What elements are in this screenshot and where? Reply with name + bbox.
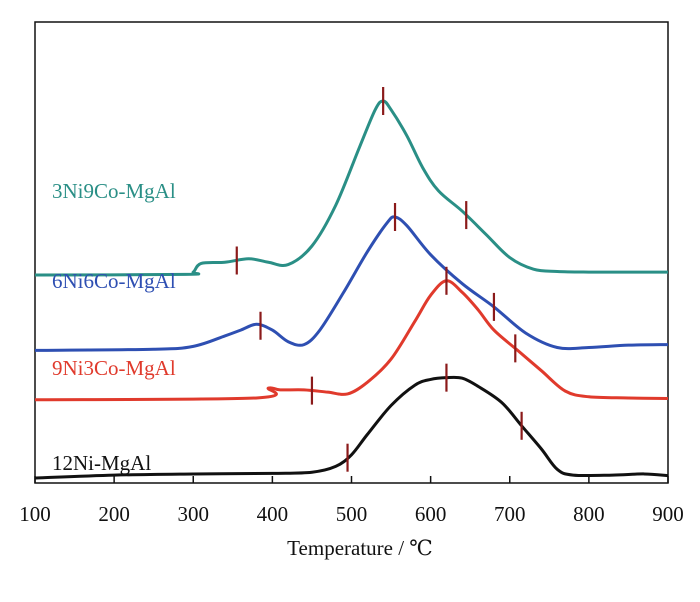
x-tick-label-2: 300 <box>178 502 210 526</box>
series-line-3 <box>34 375 669 480</box>
series-label-0: 3Ni9Co-MgAl <box>52 179 176 203</box>
x-tick-label-0: 100 <box>19 502 51 526</box>
series-label-3: 12Ni-MgAl <box>52 451 151 475</box>
series-label-2: 9Ni3Co-MgAl <box>52 356 176 380</box>
series-label-1: 6Ni6Co-MgAl <box>52 269 176 293</box>
series-line-2 <box>34 279 669 402</box>
x-tick-label-6: 700 <box>494 502 526 526</box>
series-line-0 <box>34 99 668 277</box>
x-tick-label-1: 200 <box>98 502 130 526</box>
marker-layer <box>235 87 523 472</box>
series-layer <box>34 99 669 480</box>
plot-frame <box>34 21 669 484</box>
series-line-1 <box>34 215 669 352</box>
x-axis-label: Temperature / ℃ <box>287 536 433 560</box>
x-axis-ticks: 100 200 300 400 500 600 700 800 900 <box>19 476 684 526</box>
x-tick-label-5: 600 <box>415 502 447 526</box>
x-tick-label-4: 500 <box>336 502 368 526</box>
x-tick-label-8: 900 <box>652 502 684 526</box>
series-label-layer: 3Ni9Co-MgAl 6Ni6Co-MgAl 9Ni3Co-MgAl 12Ni-Mg… <box>52 179 176 475</box>
x-tick-label-3: 400 <box>257 502 289 526</box>
x-tick-label-7: 800 <box>573 502 605 526</box>
